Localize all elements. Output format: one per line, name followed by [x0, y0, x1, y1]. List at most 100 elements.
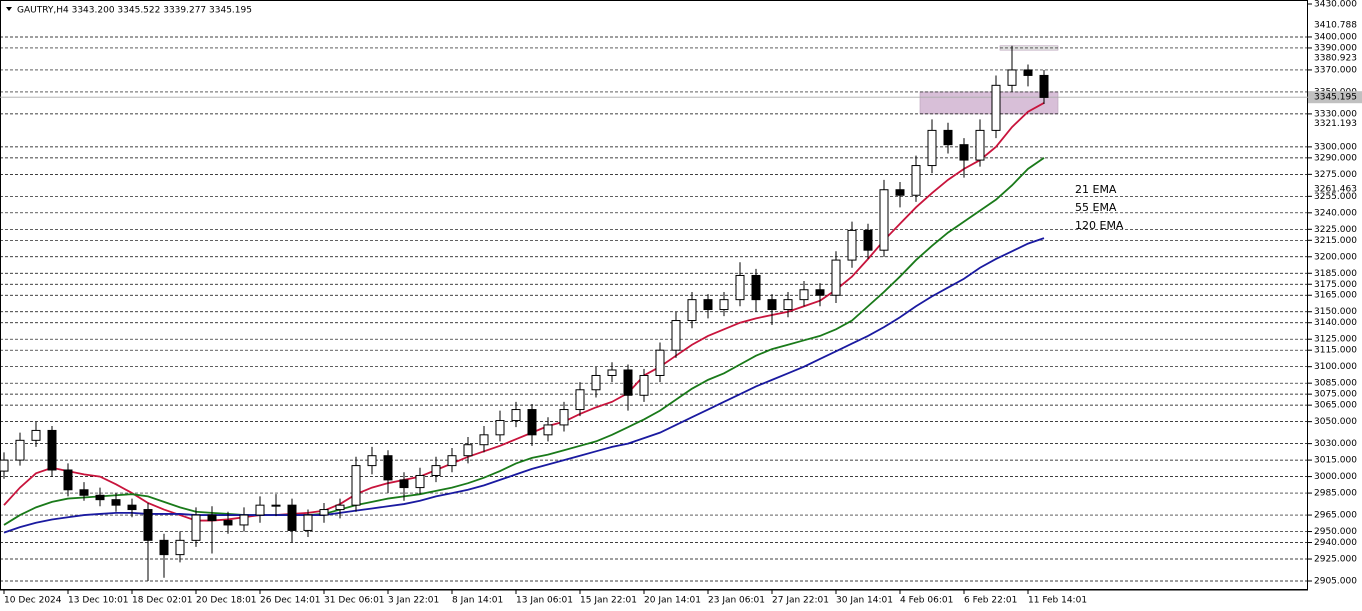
x-tick-label: 23 Jan 06:01	[708, 596, 765, 606]
y-tick-label: 3200.000	[1314, 252, 1357, 262]
y-tick-label: 3175.000	[1314, 280, 1357, 290]
candle-body	[975, 129, 985, 161]
y-tick-label: 2925.000	[1314, 555, 1357, 565]
y-tick-label: 3000.000	[1314, 472, 1357, 482]
x-tick-label: 3 Jan 22:01	[388, 596, 439, 606]
candle-body	[591, 374, 601, 391]
candle-body	[479, 434, 489, 446]
candle-body	[1007, 69, 1017, 86]
price-zone	[919, 91, 1059, 115]
candle-body	[239, 514, 249, 526]
last-price-label: 3345.195	[1314, 93, 1357, 103]
y-tick-label: 3115.000	[1314, 346, 1357, 356]
candle-body	[335, 504, 345, 511]
y-tick-label: 2965.000	[1314, 511, 1357, 521]
legend-entry: 120 EMA	[1075, 219, 1124, 232]
candle-body	[879, 189, 889, 251]
candle-body	[671, 320, 681, 351]
candle-body	[383, 455, 393, 481]
level-label: 3380.923	[1314, 53, 1357, 63]
y-tick-label: 2905.000	[1314, 577, 1357, 587]
y-tick-label: 3430.000	[1314, 0, 1357, 10]
candle-body	[399, 479, 409, 489]
candle-body	[447, 455, 457, 467]
candle-body	[767, 299, 777, 311]
x-tick-label: 20 Jan 14:01	[644, 596, 701, 606]
candle-body	[463, 444, 473, 457]
candle-body	[623, 369, 633, 396]
candle-body	[831, 259, 841, 296]
y-tick-label: 3185.000	[1314, 269, 1357, 279]
y-tick-label: 2950.000	[1314, 527, 1357, 537]
y-tick-label: 3030.000	[1314, 439, 1357, 449]
candle-body	[927, 129, 937, 167]
x-tick-label: 30 Jan 14:01	[836, 596, 893, 606]
x-tick-label: 13 Jan 06:01	[516, 596, 573, 606]
candle-body	[559, 409, 569, 426]
candle-body	[943, 129, 953, 146]
y-tick-label: 3085.000	[1314, 379, 1357, 389]
candle-body	[735, 274, 745, 301]
x-tick-label: 27 Jan 22:01	[772, 596, 829, 606]
candle-body	[863, 229, 873, 251]
candle-body	[655, 349, 665, 376]
candle-body	[895, 189, 905, 196]
y-tick-label: 3275.000	[1314, 170, 1357, 180]
candle-body	[495, 420, 505, 436]
x-tick-label: 15 Jan 22:01	[580, 596, 637, 606]
y-tick-label: 3255.000	[1314, 192, 1357, 202]
candle-body	[159, 539, 169, 556]
x-tick-label: 26 Dec 14:01	[260, 596, 321, 606]
y-tick-label: 3330.000	[1314, 109, 1357, 119]
y-tick-label: 3015.000	[1314, 456, 1357, 466]
candle-body	[63, 469, 73, 491]
x-tick-label: 4 Feb 06:01	[900, 596, 953, 606]
candle-body	[911, 165, 921, 196]
x-tick-label: 18 Dec 02:01	[132, 596, 193, 606]
candle-body	[1023, 69, 1033, 76]
candle-body	[719, 299, 729, 311]
legend-entry: 21 EMA	[1075, 183, 1117, 196]
candle-body	[223, 520, 233, 526]
candle-body	[207, 514, 217, 522]
candle-body	[751, 274, 761, 301]
candle-body	[47, 429, 57, 471]
legend-entry: 55 EMA	[1075, 201, 1117, 214]
candle-body	[703, 299, 713, 311]
candle-body	[367, 455, 377, 467]
candle-body	[127, 504, 137, 511]
candle-body	[607, 369, 617, 376]
candle-body	[543, 424, 553, 436]
y-tick-label: 3370.000	[1314, 65, 1357, 75]
candle-body	[95, 494, 105, 501]
x-tick-label: 6 Feb 22:01	[964, 596, 1017, 606]
candle-body	[255, 504, 265, 516]
x-tick-label: 13 Dec 10:01	[68, 596, 129, 606]
level-label: 3321.193	[1314, 119, 1357, 129]
y-tick-label: 3400.000	[1314, 32, 1357, 42]
candle-body	[687, 299, 697, 322]
candle-body	[815, 289, 825, 296]
ema-line	[3, 157, 1045, 526]
candle-body	[143, 509, 153, 541]
y-tick-label: 3215.000	[1314, 236, 1357, 246]
candle-body	[111, 499, 121, 506]
candle-body	[287, 504, 297, 531]
y-tick-label: 3100.000	[1314, 362, 1357, 372]
candle-body	[271, 504, 281, 507]
candle-body	[847, 229, 857, 261]
candle-body	[1039, 74, 1049, 98]
y-tick-label: 3150.000	[1314, 307, 1357, 317]
y-tick-label: 3390.000	[1314, 43, 1357, 53]
candle-body	[31, 429, 41, 441]
y-tick-label: 3065.000	[1314, 401, 1357, 411]
y-tick-label: 3050.000	[1314, 417, 1357, 427]
candle-body	[799, 289, 809, 301]
y-tick-label: 3300.000	[1314, 142, 1357, 152]
last-price-box	[1308, 91, 1362, 104]
candle-body	[783, 299, 793, 311]
level-label: 3261.463	[1314, 185, 1357, 195]
y-tick-label: 3165.000	[1314, 291, 1357, 301]
y-tick-label: 3075.000	[1314, 390, 1357, 400]
